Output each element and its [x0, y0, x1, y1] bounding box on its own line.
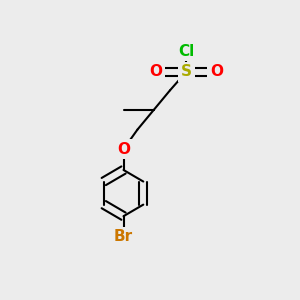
- Text: Cl: Cl: [178, 44, 194, 59]
- Text: O: O: [117, 142, 130, 157]
- Text: O: O: [210, 64, 223, 79]
- Text: O: O: [150, 64, 163, 79]
- Text: S: S: [181, 64, 192, 79]
- Text: Br: Br: [114, 230, 133, 244]
